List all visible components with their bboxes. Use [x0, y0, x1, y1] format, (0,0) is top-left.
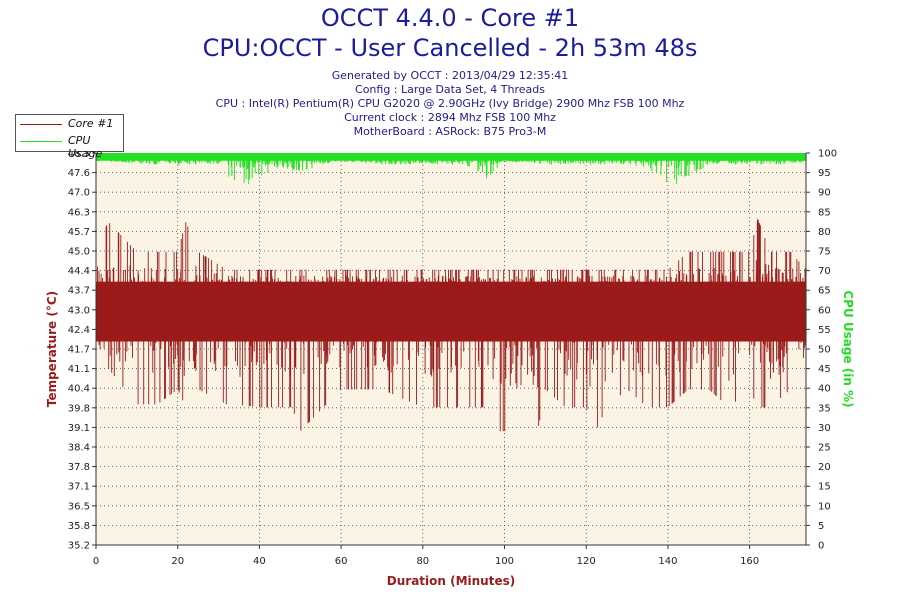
y-left-tick-label: 46.3 [68, 207, 90, 218]
info-config: Config : Large Data Set, 4 Threads [355, 83, 545, 96]
y-left-tick-label: 39.8 [68, 403, 90, 414]
y-left-tick-label: 47.0 [68, 188, 90, 199]
y-right-tick-label: 75 [818, 247, 831, 258]
y-right-tick-label: 70 [818, 266, 831, 277]
y-right-tick-label: 10 [818, 501, 831, 512]
x-tick-label: 100 [495, 556, 514, 567]
y-right-tick-label: 45 [818, 364, 831, 375]
legend: Core #1 CPU Usage [15, 114, 124, 160]
y-right-tick-label: 0 [818, 541, 824, 552]
y-left-tick-label: 41.1 [68, 364, 90, 375]
x-tick-label: 20 [171, 556, 184, 567]
y-right-tick-label: 55 [818, 325, 831, 336]
y-left-tick-label: 37.8 [68, 462, 90, 473]
legend-swatch-cpu-usage [20, 141, 62, 142]
y-left-tick-label: 45.0 [68, 247, 90, 258]
legend-swatch-core1 [20, 124, 62, 125]
legend-item-core1: Core #1 [16, 116, 123, 132]
y-left-tick-label: 38.4 [68, 443, 90, 454]
x-tick-label: 80 [416, 556, 429, 567]
y-axis-right-title: CPU Usage (in %) [841, 290, 855, 407]
y-left-tick-label: 48.3 [68, 149, 90, 160]
series-core1-band [96, 281, 806, 342]
y-axis-left-title: Temperature (°C) [45, 291, 59, 407]
y-left-tick-label: 42.4 [68, 325, 90, 336]
y-right-tick-label: 40 [818, 384, 831, 395]
y-left-tick-label: 47.6 [68, 168, 90, 179]
legend-label-cpu-usage: CPU Usage [68, 134, 103, 160]
info-generated: Generated by OCCT : 2013/04/29 12:35:41 [331, 69, 569, 82]
y-right-tick-label: 5 [818, 521, 824, 532]
legend-item-cpu-usage: CPU Usage [16, 133, 123, 160]
chart-title: OCCT 4.4.0 - Core #1 [320, 4, 580, 32]
y-right-tick-label: 95 [818, 168, 831, 179]
y-left-tick-label: 37.1 [68, 482, 90, 493]
y-right-tick-label: 65 [818, 286, 831, 297]
y-right-tick-label: 15 [818, 482, 831, 493]
y-left-tick-label: 44.4 [68, 266, 90, 277]
x-tick-label: 120 [577, 556, 596, 567]
y-right-tick-label: 35 [818, 403, 831, 414]
y-right-tick-label: 100 [818, 149, 837, 160]
y-left-tick-label: 43.0 [68, 305, 90, 316]
info-motherboard: MotherBoard : ASRock: B75 Pro3-M [353, 125, 547, 138]
y-right-tick-label: 30 [818, 423, 831, 434]
y-left-tick-label: 35.2 [68, 541, 90, 552]
x-tick-label: 140 [658, 556, 677, 567]
x-axis-title: Duration (Minutes) [387, 574, 515, 588]
x-tick-label: 60 [335, 556, 348, 567]
x-tick-label: 0 [93, 556, 99, 567]
info-cpu: CPU : Intel(R) Pentium(R) CPU G2020 @ 2.… [215, 97, 685, 110]
y-right-tick-label: 25 [818, 443, 831, 454]
chart-subtitle: CPU:OCCT - User Cancelled - 2h 53m 48s [202, 34, 698, 62]
info-clock: Current clock : 2894 Mhz FSB 100 Mhz [344, 111, 556, 124]
y-right-tick-label: 85 [818, 207, 831, 218]
x-tick-label: 160 [740, 556, 759, 567]
legend-label-core1: Core #1 [68, 117, 114, 130]
y-left-tick-label: 43.7 [68, 286, 90, 297]
y-right-tick-label: 20 [818, 462, 831, 473]
x-tick-label: 40 [253, 556, 266, 567]
y-right-tick-label: 80 [818, 227, 831, 238]
y-left-tick-label: 35.8 [68, 521, 90, 532]
y-left-tick-label: 45.7 [68, 227, 90, 238]
y-left-tick-label: 39.1 [68, 423, 90, 434]
y-left-tick-label: 40.4 [68, 384, 90, 395]
y-left-tick-label: 41.7 [68, 345, 90, 356]
y-right-tick-label: 50 [818, 345, 831, 356]
y-left-tick-label: 36.5 [68, 501, 90, 512]
y-right-tick-label: 90 [818, 188, 831, 199]
y-right-tick-label: 60 [818, 305, 831, 316]
